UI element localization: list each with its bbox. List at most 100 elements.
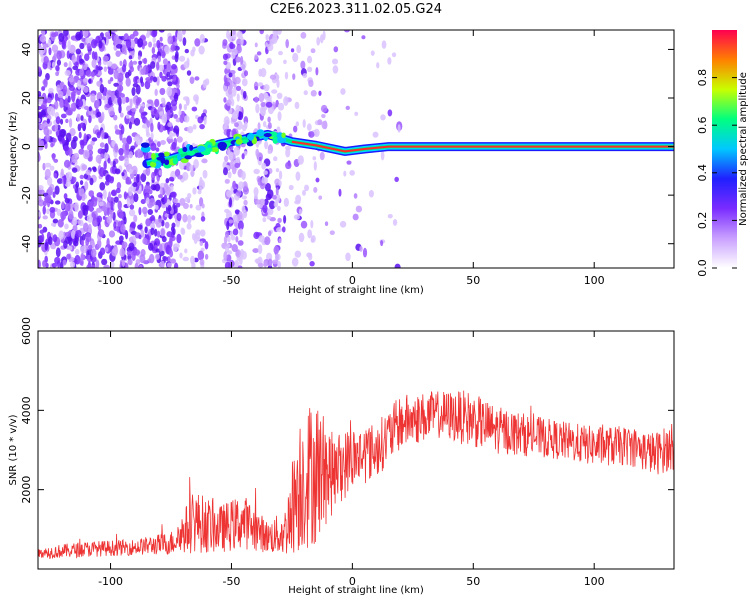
spectral-noise-point: [44, 168, 51, 179]
spectral-noise-point: [345, 252, 351, 262]
spectral-noise-point: [96, 99, 100, 109]
spectral-noise-point: [152, 36, 156, 43]
spectral-noise-point: [172, 198, 179, 204]
spectral-noise-point: [54, 92, 59, 102]
spectral-noise-point: [179, 252, 183, 259]
ridge-blob: [163, 151, 170, 157]
spectral-noise-point: [275, 168, 280, 173]
spectral-noise-point: [90, 140, 95, 146]
spectral-noise-point: [294, 250, 302, 258]
spectral-noise-point: [167, 138, 174, 143]
spectral-noise-point: [120, 124, 125, 135]
spectral-noise-point: [223, 124, 227, 131]
spectral-noise-point: [85, 169, 91, 176]
spectral-noise-point: [131, 112, 135, 118]
spectral-noise-point: [161, 114, 168, 124]
spectral-noise-point: [83, 105, 89, 110]
ridge-blob: [272, 136, 279, 144]
spectral-noise-point: [146, 30, 151, 36]
spectral-noise-point: [278, 50, 283, 56]
spectral-noise-point: [130, 145, 136, 150]
spectral-noise-point: [231, 244, 238, 252]
spectral-noise-point: [42, 215, 48, 220]
spectral-noise-point: [121, 241, 128, 249]
spectral-noise-point: [64, 223, 69, 230]
spectral-noise-point: [380, 239, 384, 247]
spectral-noise-point: [174, 53, 179, 63]
spectral-noise-point: [43, 126, 50, 136]
ridge-blob: [205, 147, 213, 153]
spectral-noise-point: [233, 146, 240, 156]
spectral-noise-point: [236, 93, 240, 102]
spectral-noise-point: [253, 168, 260, 175]
spectral-noise-point: [68, 118, 73, 128]
spectral-noise-point: [186, 222, 192, 230]
spectral-noise-point: [69, 127, 76, 137]
spectral-noise-point: [307, 229, 313, 239]
spectral-noise-point: [78, 131, 82, 139]
ridge-blob: [247, 132, 255, 141]
spectral-noise-point: [129, 98, 133, 108]
spectral-noise-point: [52, 137, 57, 143]
spectral-noise-point: [69, 261, 76, 268]
spectral-noise-point: [284, 71, 289, 80]
spectral-noise-point: [226, 129, 231, 138]
spectral-noise-point: [319, 151, 325, 161]
spectral-noise-point: [107, 90, 113, 96]
spectrogram-y-tick-label: 0: [20, 143, 33, 150]
colorbar-tick-label: 0.2: [696, 212, 709, 230]
spectral-noise-point: [125, 114, 130, 119]
spectral-noise-point: [177, 174, 183, 180]
spectral-noise-point: [81, 239, 85, 246]
spectral-noise-point: [83, 86, 89, 93]
spectrogram-x-tick-label: 100: [584, 274, 605, 287]
spectral-noise-point: [274, 253, 281, 261]
spectral-noise-point: [126, 197, 131, 208]
spectral-noise-point: [170, 258, 177, 264]
spectral-noise-point: [74, 202, 79, 213]
spectrogram-x-tick-label: -50: [222, 274, 240, 287]
spectral-noise-point: [43, 56, 49, 65]
spectral-noise-point: [85, 238, 90, 246]
spectral-noise-point: [114, 129, 121, 135]
spectral-noise-point: [121, 44, 127, 55]
spectral-noise-point: [266, 215, 272, 220]
spectral-noise-point: [189, 76, 195, 84]
ridge-blob: [210, 147, 219, 153]
spectral-noise-point: [86, 214, 94, 223]
chart-title: C2E6.2023.311.02.05.G24: [269, 2, 443, 17]
spectral-noise-point: [124, 71, 130, 79]
spectral-noise-point: [118, 155, 125, 161]
spectral-noise-point: [72, 216, 78, 226]
spectral-noise-point: [238, 211, 243, 220]
spectrogram-x-tick-label: -100: [98, 274, 123, 287]
spectral-noise-point: [79, 122, 85, 128]
signal-ridge-layer: [140, 129, 674, 169]
spectral-noise-point: [315, 67, 319, 76]
spectral-noise-point: [38, 66, 42, 72]
spectral-noise-point: [277, 217, 282, 224]
spectral-noise-point: [77, 220, 81, 225]
spectral-noise-point: [107, 68, 114, 75]
spectral-noise-point: [62, 84, 68, 94]
spectral-noise-point: [81, 195, 86, 202]
spectral-noise-point: [84, 53, 90, 62]
spectral-noise-point: [241, 153, 245, 160]
spectrogram-x-tick-label: 50: [466, 274, 480, 287]
spectral-noise-point: [285, 147, 291, 158]
spectral-noise-point: [394, 263, 401, 268]
spectral-noise-point: [159, 87, 166, 96]
spectral-noise-point: [224, 155, 229, 162]
spectral-noise-point: [138, 207, 142, 216]
spectral-noise-point: [142, 66, 146, 75]
ridge-blob: [176, 153, 182, 162]
spectral-noise-point: [259, 198, 266, 206]
spectral-noise-point: [199, 229, 206, 237]
spectral-noise-point: [202, 79, 207, 89]
spectral-noise-point: [79, 180, 84, 186]
spectral-noise-point: [119, 112, 124, 118]
spectral-noise-point: [98, 60, 102, 67]
spectral-noise-point: [125, 77, 131, 87]
spectral-noise-point: [80, 115, 84, 121]
spectral-noise-point: [254, 54, 259, 61]
